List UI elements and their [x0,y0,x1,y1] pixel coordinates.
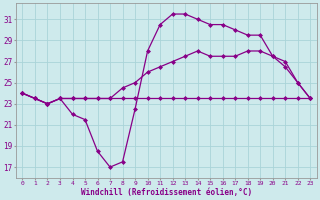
X-axis label: Windchill (Refroidissement éolien,°C): Windchill (Refroidissement éolien,°C) [81,188,252,197]
